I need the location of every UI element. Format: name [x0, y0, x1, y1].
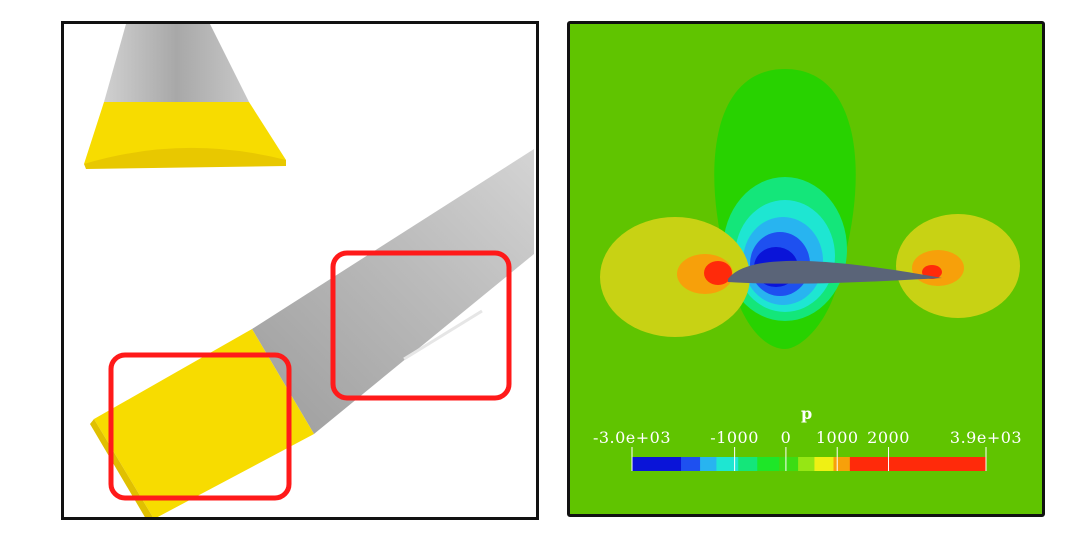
- colorbar-band: [833, 457, 851, 471]
- colorbar-tick-label: 2000: [867, 428, 910, 447]
- highlight-box-mid: [330, 250, 512, 401]
- colorbar-tick-label: 1000: [815, 428, 859, 447]
- colorbar-band: [779, 457, 799, 471]
- wing-image-panel: [61, 21, 539, 520]
- colorbar-title: p: [801, 404, 813, 423]
- colorbar-band: [849, 457, 987, 471]
- airfoil: [728, 260, 942, 284]
- colorbar-band: [681, 457, 701, 471]
- main-wing: [90, 149, 534, 517]
- colorbar-tick-label: 0: [780, 428, 792, 447]
- colorbar-band: [814, 457, 835, 471]
- colorbar-band: [738, 457, 758, 471]
- colorbar-band: [716, 457, 739, 471]
- colorbar: [631, 447, 987, 471]
- colorbar-band: [757, 457, 780, 471]
- pressure-contour-panel: p -3.0e+03 -1000 0 1000 2000 3.9e+03: [567, 21, 1045, 517]
- colorbar-band: [632, 457, 682, 471]
- inset-wing: [84, 24, 286, 169]
- trailing-edge-high-pressure: [896, 214, 1020, 318]
- highlight-box-root: [108, 352, 292, 501]
- colorbar-tick-label: 3.9e+03: [949, 428, 1023, 447]
- leading-edge-high-pressure: [600, 217, 750, 337]
- colorbar-band: [700, 457, 717, 471]
- colorbar-tick-label: -1000: [710, 428, 759, 447]
- wing-illustration: [84, 24, 534, 517]
- pressure-contour-plot: [600, 69, 1020, 471]
- colorbar-tick-label: -3.0e+03: [592, 428, 672, 447]
- colorbar-band: [798, 457, 815, 471]
